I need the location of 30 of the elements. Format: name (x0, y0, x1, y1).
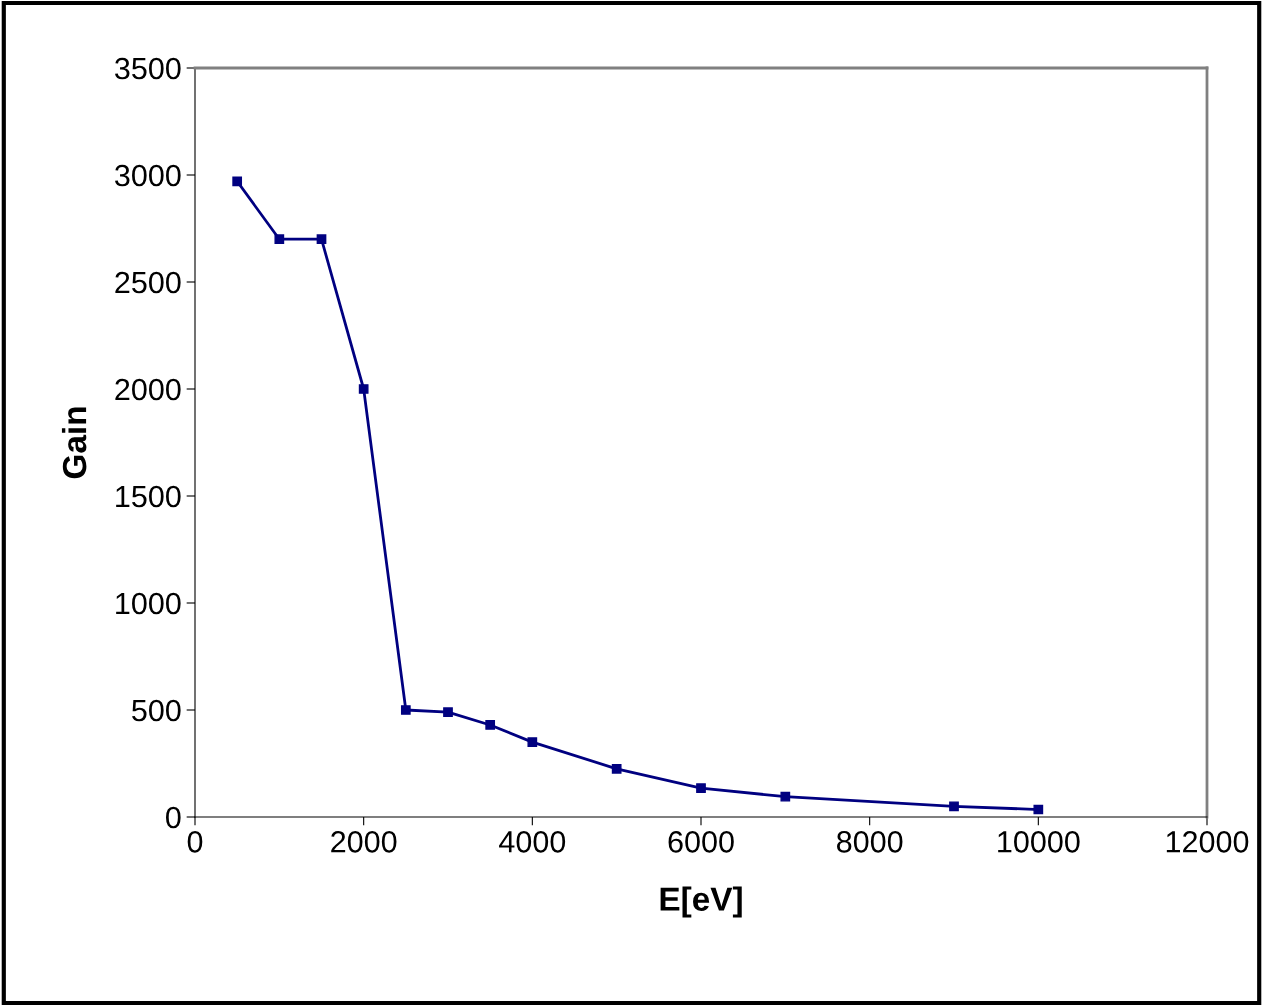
x-tick-label: 2000 (331, 831, 397, 853)
x-tick-label: 12000 (1166, 831, 1249, 853)
x-tick-label: 8000 (837, 831, 903, 853)
point (274, 234, 285, 245)
x-axis-title: E[eV] (660, 886, 742, 918)
point (400, 705, 411, 715)
y-tick-label: 1500 (116, 485, 181, 508)
y-tick-label: 1000 (116, 592, 181, 615)
point (527, 737, 538, 747)
point (611, 763, 622, 774)
point (443, 707, 453, 718)
y-tick-label: 2500 (115, 271, 181, 294)
point (358, 384, 369, 394)
point (232, 176, 243, 187)
y-tick-label: 0 (166, 806, 181, 829)
point (1033, 804, 1044, 815)
x-tick-label: 6000 (668, 831, 734, 853)
point (316, 234, 327, 245)
x-tick-label: 4000 (499, 831, 566, 853)
y-tick-label: 500 (132, 699, 181, 722)
point (696, 783, 706, 793)
point (485, 720, 496, 730)
y-tick-label: 3000 (115, 164, 181, 187)
y-tick-label: 2000 (115, 378, 181, 401)
y-tick-label: 3500 (115, 57, 181, 80)
y-axis-title: Gain (61, 407, 87, 479)
x-tick-label: 0 (187, 831, 203, 853)
point (780, 791, 791, 802)
x-tick-label: 10000 (998, 831, 1080, 853)
point (949, 801, 959, 812)
